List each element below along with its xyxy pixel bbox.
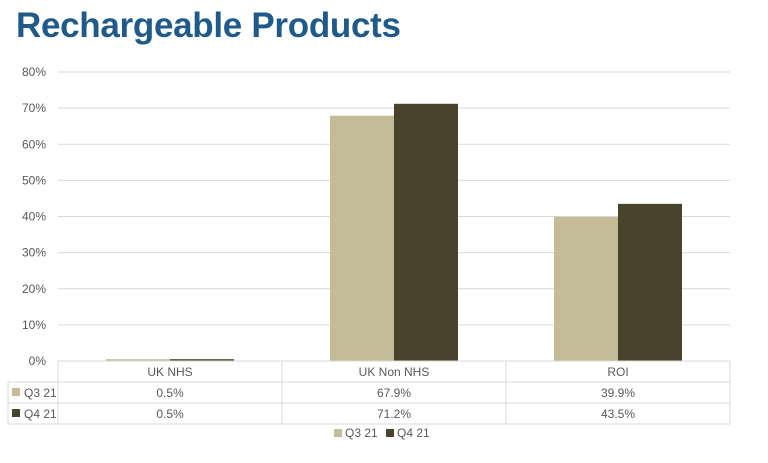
- bar: [394, 103, 458, 361]
- y-tick-label: 0%: [29, 354, 47, 368]
- table-series-label: Q4 21: [24, 407, 57, 421]
- y-tick-label: 60%: [22, 137, 46, 151]
- table-cell-value: 71.2%: [377, 407, 411, 421]
- legend-swatch: [334, 429, 342, 437]
- category-label: UK Non NHS: [359, 365, 430, 379]
- table-legend-key: [12, 388, 20, 396]
- table-cell-value: 0.5%: [156, 407, 184, 421]
- category-label: UK NHS: [147, 365, 192, 379]
- table-cell-value: 0.5%: [156, 386, 184, 400]
- y-tick-label: 40%: [22, 210, 46, 224]
- table-cell-value: 67.9%: [377, 386, 411, 400]
- legend-swatch: [386, 429, 394, 437]
- y-tick-label: 50%: [22, 173, 46, 187]
- bar: [330, 115, 394, 362]
- bar: [106, 359, 170, 361]
- legend-label: Q3 21: [345, 426, 378, 440]
- category-label: ROI: [607, 365, 628, 379]
- table-series-label: Q3 21: [24, 386, 57, 400]
- bar: [554, 216, 618, 361]
- table-cell-value: 39.9%: [601, 386, 635, 400]
- y-tick-label: 80%: [22, 65, 46, 79]
- table-legend-key: [12, 409, 20, 417]
- bar: [618, 203, 682, 361]
- table-cell-value: 43.5%: [601, 407, 635, 421]
- bar: [170, 359, 234, 361]
- y-tick-label: 30%: [22, 246, 46, 260]
- legend-label: Q4 21: [397, 426, 430, 440]
- y-tick-label: 70%: [22, 101, 46, 115]
- y-tick-label: 10%: [22, 318, 46, 332]
- y-tick-label: 20%: [22, 282, 46, 296]
- slide-title: Rechargeable Products: [16, 6, 401, 45]
